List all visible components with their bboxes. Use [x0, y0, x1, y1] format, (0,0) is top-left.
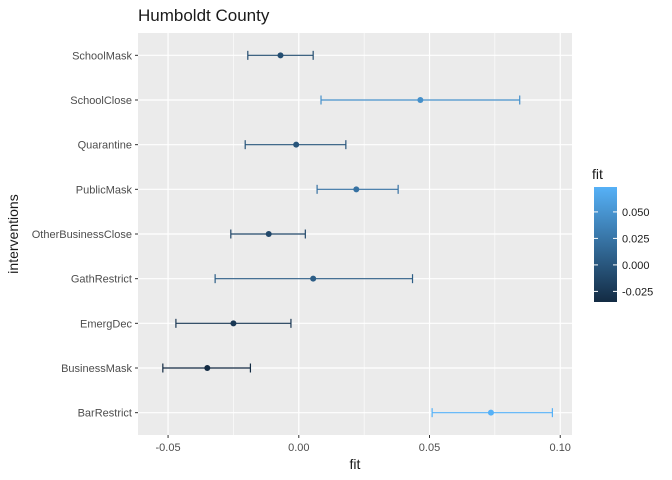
y-tick-label: BarRestrict: [78, 408, 132, 420]
point-BusinessMask: [204, 365, 211, 371]
y-tick-label: PublicMask: [76, 184, 133, 196]
y-tick-label: SchoolMask: [72, 50, 132, 62]
x-tick-label: 0.00: [288, 442, 309, 454]
y-tick-label: BusinessMask: [61, 363, 132, 375]
x-axis-title: fit: [350, 456, 361, 472]
point-GathRestrict: [310, 275, 317, 282]
x-tick-label: 0.05: [419, 442, 440, 454]
y-tick-label: GathRestrict: [71, 274, 132, 286]
x-tick-label: 0.10: [550, 442, 571, 454]
legend-tick-label: 0.025: [622, 233, 650, 245]
point-BarRestrict: [487, 409, 494, 416]
point-Quarantine: [293, 141, 300, 148]
point-OtherBusinessClose: [265, 231, 272, 237]
y-tick-label: EmergDec: [80, 318, 132, 330]
legend-colorbar: [594, 187, 617, 302]
chart-title: Humboldt County: [138, 6, 270, 25]
y-tick-label: SchoolClose: [70, 95, 132, 107]
y-axis-title: interventions: [5, 194, 21, 273]
legend-tick-label: -0.025: [622, 286, 653, 298]
legend-title: fit: [592, 166, 603, 182]
legend-tick-label: 0.050: [622, 207, 650, 219]
x-tick-label: -0.05: [156, 442, 181, 454]
y-tick-label: OtherBusinessClose: [32, 229, 132, 241]
point-SchoolClose: [417, 97, 424, 103]
y-tick-label: Quarantine: [78, 140, 132, 152]
point-SchoolMask: [277, 52, 284, 59]
point-EmergDec: [230, 320, 237, 327]
point-PublicMask: [353, 186, 360, 193]
legend-tick-label: 0.000: [622, 260, 650, 272]
